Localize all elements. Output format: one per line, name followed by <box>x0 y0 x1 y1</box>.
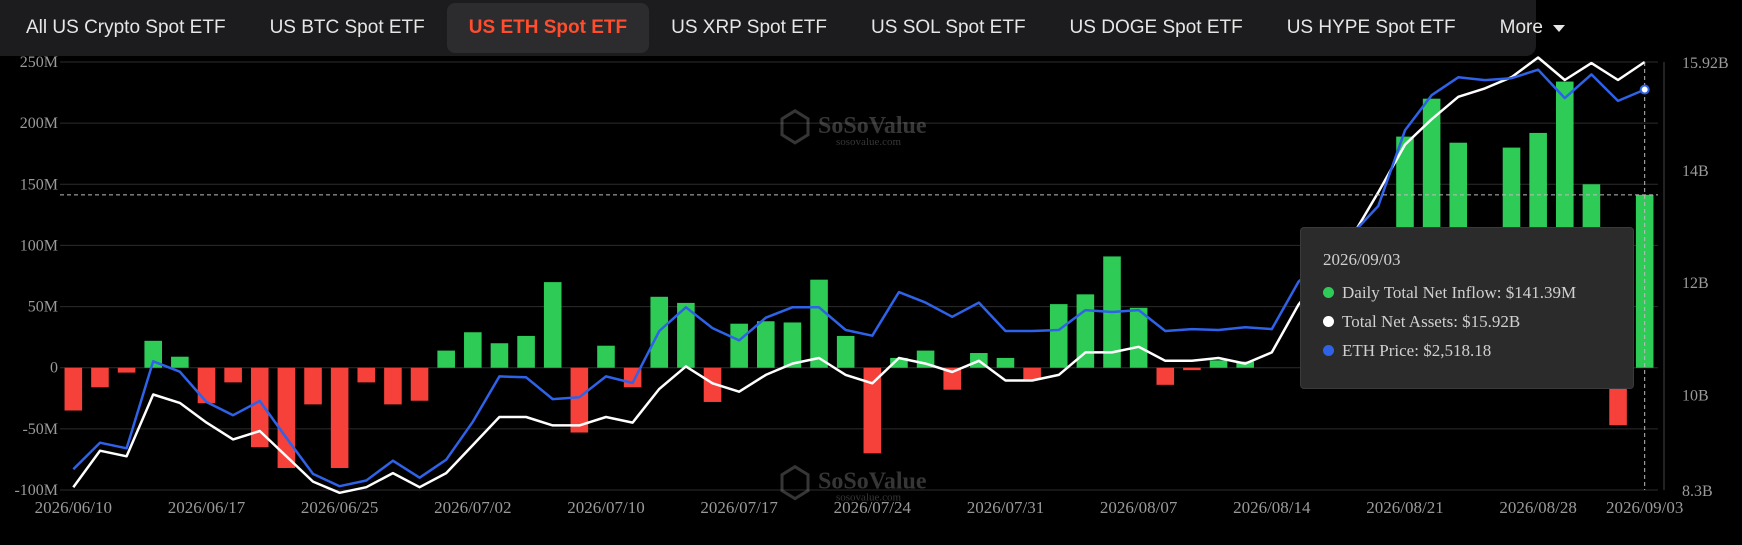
inflow-bar <box>357 367 376 383</box>
inflow-bar <box>250 367 269 448</box>
inflow-bar <box>437 350 455 368</box>
chevron-down-icon <box>1552 24 1565 32</box>
inflow-bar <box>64 367 83 411</box>
x-axis-tick-label: 2026/08/07 <box>1100 498 1178 517</box>
inflow-bar <box>703 367 722 402</box>
inflow-bar <box>1023 367 1041 380</box>
y-axis-right-tick-label: 12B <box>1682 275 1709 292</box>
watermark-name: SoSoValue <box>818 469 927 495</box>
inflow-bar <box>464 332 482 368</box>
inflow-bar <box>224 367 242 383</box>
y-axis-left-tick-label: 150M <box>20 176 58 193</box>
x-axis-tick-label: 2026/06/10 <box>35 498 112 517</box>
inflow-bar <box>597 345 615 368</box>
etf-tab-bar: All US Crypto Spot ETF US BTC Spot ETF U… <box>0 0 1565 56</box>
y-axis-right-tick-label: 14B <box>1682 163 1709 180</box>
inflow-bar <box>410 367 429 401</box>
tab-us-xrp-spot-etf[interactable]: US XRP Spot ETF <box>671 17 828 38</box>
tooltip-inflow: Daily Total Net Inflow: $141.39M <box>1342 282 1577 302</box>
inflow-bar <box>810 279 828 368</box>
inflow-bar <box>996 357 1015 368</box>
inflow-bar <box>384 367 402 405</box>
inflow-bar <box>836 335 855 368</box>
inflow-bar <box>1049 304 1068 368</box>
inflow-bar <box>117 367 136 373</box>
inflow-bar <box>304 367 322 405</box>
inflow-bar <box>730 323 748 368</box>
inflow-bar <box>197 367 216 404</box>
tab-us-btc-spot-etf[interactable]: US BTC Spot ETF <box>269 17 425 38</box>
watermark-name: SoSoValue <box>818 113 927 139</box>
x-axis-tick-label: 2026/08/14 <box>1233 498 1311 517</box>
y-axis-left-tick-label: 200M <box>20 115 58 132</box>
inflow-bar <box>517 335 535 368</box>
inflow-bar <box>277 367 296 468</box>
inflow-bar <box>171 356 189 368</box>
watermark-url: sosovalue.com <box>836 492 902 504</box>
tab-us-hype-spot-etf[interactable]: US HYPE Spot ETF <box>1286 17 1456 38</box>
watermark-url: sosovalue.com <box>836 136 902 148</box>
y-axis-left-tick-label: -100M <box>14 482 58 499</box>
inflow-bar <box>1209 360 1228 368</box>
inflow-bar <box>890 357 908 368</box>
x-axis-tick-label: 2026/08/21 <box>1366 498 1443 517</box>
y-axis-left-tick-label: 50M <box>28 299 58 316</box>
inflow-bar <box>144 340 163 368</box>
inflow-bar <box>1156 367 1175 385</box>
inflow-bar <box>1183 367 1201 371</box>
hover-point-marker <box>1639 84 1650 95</box>
inflow-bar <box>783 322 802 368</box>
assets-legend-dot <box>1323 316 1334 327</box>
more-dropdown[interactable]: More <box>1478 3 1587 53</box>
x-axis-tick-label: 2026/08/28 <box>1499 498 1576 517</box>
x-axis-tick-label: 2026/07/24 <box>834 498 912 517</box>
inflow-bar <box>570 367 589 433</box>
price-legend-dot <box>1323 345 1334 356</box>
eth-price-line <box>72 68 1646 488</box>
inflow-bar <box>543 282 562 368</box>
tab-us-eth-spot-etf[interactable]: US ETH Spot ETF <box>446 3 650 53</box>
y-axis-left-tick-label: 0 <box>50 360 58 377</box>
tooltip-price: ETH Price: $2,518.18 <box>1342 340 1492 360</box>
more-label: More <box>1499 17 1543 38</box>
tab-us-sol-spot-etf[interactable]: US SOL Spot ETF <box>871 17 1026 38</box>
y-axis-right-tick-label: 8.3B <box>1682 483 1713 500</box>
tab-all-us-crypto-spot-etf[interactable]: All US Crypto Spot ETF <box>26 17 226 38</box>
inflow-bar <box>1129 307 1148 368</box>
inflow-bar <box>91 367 109 388</box>
inflow-bar <box>756 321 775 368</box>
x-axis-tick-label: 2026/06/17 <box>168 498 246 517</box>
chart-tooltip: 2026/09/03 Daily Total Net Inflow: $141.… <box>1300 227 1634 389</box>
y-axis-right-tick-label: 10B <box>1682 388 1709 405</box>
y-axis-left-tick-label: -50M <box>22 421 58 438</box>
x-axis-tick-label: 2026/07/10 <box>567 498 644 517</box>
y-axis-left-tick-label: 100M <box>20 237 58 254</box>
x-axis-tick-label: 2026/09/03 <box>1606 498 1683 517</box>
tooltip-date: 2026/09/03 <box>1323 250 1401 269</box>
tooltip-assets-row: Total Net Assets: $15.92B <box>1323 307 1633 336</box>
watermark-logo-icon <box>780 464 810 501</box>
total-net-assets-line <box>72 56 1646 495</box>
inflow-bar <box>490 343 509 368</box>
inflow-bar <box>677 302 695 368</box>
y-axis-left-tick-label: 250M <box>20 54 58 71</box>
tooltip-price-row: ETH Price: $2,518.18 <box>1323 336 1633 365</box>
x-axis-tick-label: 2026/06/25 <box>301 498 378 517</box>
tooltip-assets: Total Net Assets: $15.92B <box>1342 311 1521 331</box>
watermark-logo-icon <box>780 109 810 145</box>
inflow-legend-dot <box>1323 287 1334 298</box>
x-axis-tick-label: 2026/07/17 <box>700 498 778 517</box>
inflow-bar <box>863 367 882 454</box>
inflow-bar <box>330 367 349 468</box>
x-axis-tick-label: 2026/07/31 <box>967 498 1044 517</box>
tab-us-doge-spot-etf[interactable]: US DOGE Spot ETF <box>1069 17 1243 38</box>
x-axis-tick-label: 2026/07/02 <box>434 498 511 517</box>
y-axis-right-tick-label: 15.92B <box>1682 55 1729 72</box>
inflow-bar <box>943 367 962 390</box>
tooltip-inflow-row: Daily Total Net Inflow: $141.39M <box>1323 278 1633 307</box>
